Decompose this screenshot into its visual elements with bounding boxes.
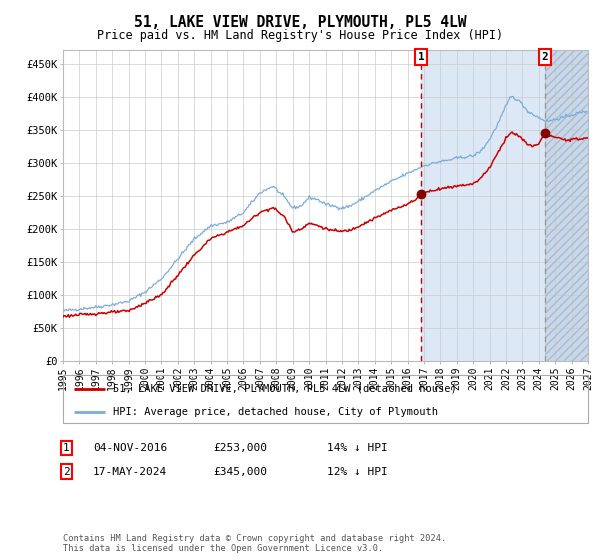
Text: 51, LAKE VIEW DRIVE, PLYMOUTH, PL5 4LW (detached house): 51, LAKE VIEW DRIVE, PLYMOUTH, PL5 4LW (… [113, 384, 457, 394]
Text: HPI: Average price, detached house, City of Plymouth: HPI: Average price, detached house, City… [113, 407, 438, 417]
Bar [421, 50, 545, 361]
Text: 14% ↓ HPI: 14% ↓ HPI [327, 443, 388, 453]
Text: £253,000: £253,000 [213, 443, 267, 453]
Text: 12% ↓ HPI: 12% ↓ HPI [327, 466, 388, 477]
Text: 2: 2 [63, 466, 70, 477]
Bar [545, 50, 588, 361]
Point [416, 189, 426, 198]
Bar [545, 50, 588, 361]
Text: 04-NOV-2016: 04-NOV-2016 [93, 443, 167, 453]
Text: 17-MAY-2024: 17-MAY-2024 [93, 466, 167, 477]
Text: 2: 2 [542, 52, 548, 62]
Text: £345,000: £345,000 [213, 466, 267, 477]
Text: 1: 1 [63, 443, 70, 453]
Text: Price paid vs. HM Land Registry's House Price Index (HPI): Price paid vs. HM Land Registry's House … [97, 29, 503, 42]
Text: 51, LAKE VIEW DRIVE, PLYMOUTH, PL5 4LW: 51, LAKE VIEW DRIVE, PLYMOUTH, PL5 4LW [134, 15, 466, 30]
Point [540, 129, 550, 138]
Text: Contains HM Land Registry data © Crown copyright and database right 2024.
This d: Contains HM Land Registry data © Crown c… [63, 534, 446, 553]
Text: 1: 1 [418, 52, 425, 62]
